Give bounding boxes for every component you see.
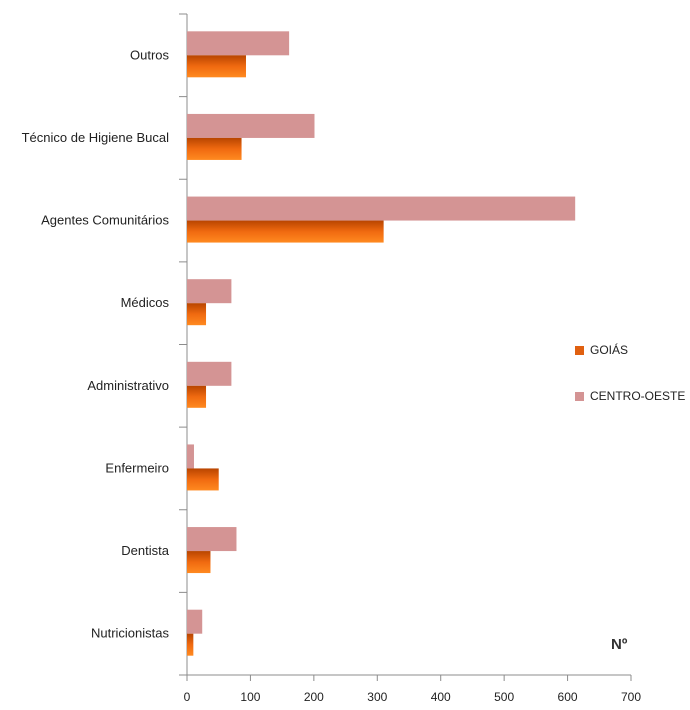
- x-axis-unit-label: Nº: [611, 636, 628, 653]
- bar-goias: [187, 468, 219, 491]
- bar-centro-oeste: [187, 31, 290, 56]
- bar-centro-oeste: [187, 527, 237, 552]
- x-tick-label: 600: [558, 690, 578, 704]
- bar-goias: [187, 55, 246, 78]
- bar-centro-oeste: [187, 609, 203, 634]
- legend-swatch-goias: [575, 345, 584, 355]
- bar-goias: [187, 303, 207, 326]
- bar-goias: [187, 220, 384, 243]
- legend-item-centro-oeste: CENTRO-OESTE: [575, 386, 685, 406]
- category-label: Técnico de Higiene Bucal: [22, 130, 170, 145]
- bar-centro-oeste: [187, 196, 576, 221]
- bar-centro-oeste: [187, 113, 315, 138]
- legend-label-goias: GOIÁS: [590, 343, 629, 357]
- bar-centro-oeste: [187, 279, 232, 304]
- category-label: Outros: [130, 47, 170, 62]
- bar-centro-oeste: [187, 444, 194, 469]
- x-tick-label: 0: [184, 690, 191, 704]
- x-tick-label: 500: [494, 690, 514, 704]
- bar-goias: [187, 551, 211, 574]
- x-tick-label: 300: [367, 690, 387, 704]
- x-tick-label: 100: [240, 690, 260, 704]
- legend: GOIÁS CENTRO-OESTE: [575, 340, 685, 432]
- category-label: Enfermeiro: [105, 460, 169, 475]
- bar-goias: [187, 633, 194, 656]
- x-tick-label: 400: [431, 690, 451, 704]
- legend-label-centro-oeste: CENTRO-OESTE: [590, 389, 686, 403]
- category-label: Administrativo: [87, 378, 169, 393]
- category-label: Médicos: [121, 295, 170, 310]
- category-label: Nutricionistas: [91, 626, 170, 641]
- x-tick-label: 200: [304, 690, 324, 704]
- bar-goias: [187, 137, 242, 160]
- category-label: Agentes Comunitários: [41, 213, 169, 228]
- category-label: Dentista: [121, 543, 169, 558]
- bar-goias: [187, 385, 207, 408]
- legend-item-goias: GOIÁS: [575, 340, 685, 360]
- bar-centro-oeste: [187, 361, 232, 386]
- legend-swatch-centro-oeste: [575, 391, 584, 401]
- x-tick-label: 700: [621, 690, 641, 704]
